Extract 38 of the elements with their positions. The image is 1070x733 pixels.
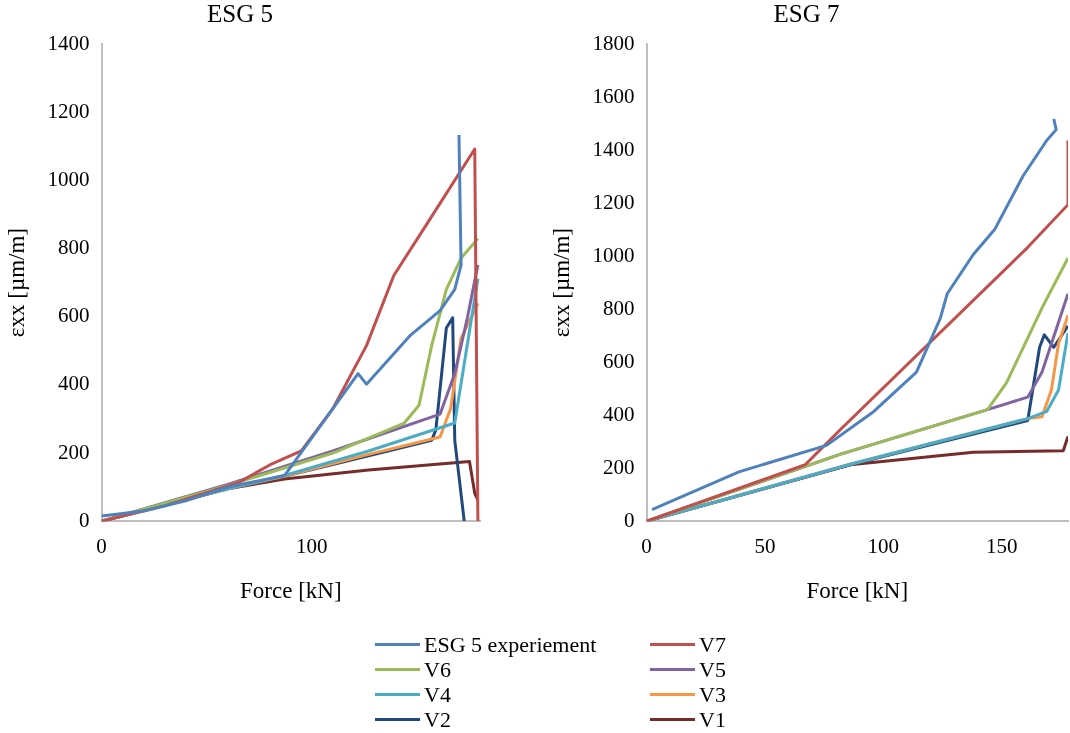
legend-label: V3 [699,681,726,708]
y-tick-label: 800 [58,235,90,260]
y-axis-title: εxx [µm/m] [548,228,574,338]
y-tick-label: 200 [58,439,90,464]
y-tick-label: 800 [603,295,635,320]
x-tick-label: 100 [296,534,328,559]
x-axis-title: Force [kN] [806,578,909,604]
y-tick-label: 0 [79,507,90,532]
x-tick-label: 100 [867,534,900,559]
y-tick-label: 1000 [47,166,90,191]
y-tick-label: 200 [603,454,635,479]
y-tick-label: 1000 [592,242,635,267]
y-tick-label: 1400 [47,30,90,55]
legend-label: V7 [699,631,726,658]
legend-label: V1 [699,706,726,733]
legend-label: ESG 5 experiement [424,631,597,658]
chart-title: ESG 5 [207,0,273,27]
legend-label: V5 [699,656,726,683]
y-tick-label: 600 [58,303,90,328]
x-tick-label: 0 [96,534,107,559]
legend-label: V2 [424,706,451,733]
y-tick-label: 1200 [47,98,90,123]
y-tick-label: 1200 [592,189,635,214]
y-tick-label: 1600 [592,83,635,108]
y-tick-label: 1400 [592,136,635,161]
chart-title: ESG 7 [773,0,840,27]
y-axis-title: εxx [µm/m] [3,228,29,338]
y-tick-label: 0 [624,507,635,532]
legend-label: V6 [424,656,451,683]
y-tick-label: 400 [603,401,635,426]
legend-label: V4 [424,681,451,708]
x-axis-title: Force [kN] [240,578,342,604]
y-tick-label: 400 [58,371,90,396]
y-tick-label: 600 [603,348,635,373]
y-tick-label: 1800 [592,30,635,55]
x-tick-label: 150 [985,534,1018,559]
x-tick-label: 0 [641,534,652,559]
x-tick-label: 50 [754,534,776,559]
